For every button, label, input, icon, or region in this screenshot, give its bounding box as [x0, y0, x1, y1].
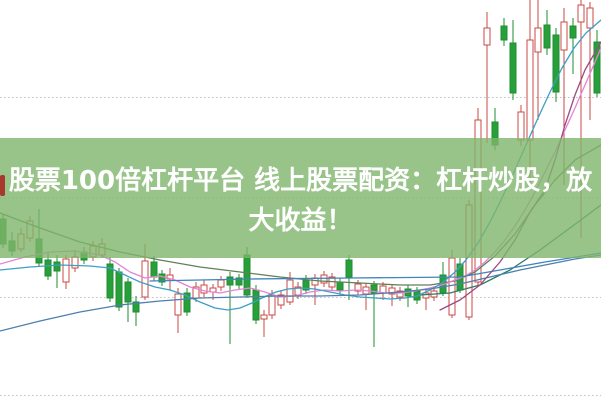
banner-line-2: 大收益！ [248, 206, 353, 236]
candle-body [217, 279, 225, 288]
candle-body [141, 260, 149, 298]
candle-body [526, 39, 534, 141]
candle-body [552, 34, 560, 93]
candle-body [388, 287, 396, 295]
candle-body [336, 281, 344, 291]
candle-body [560, 21, 568, 51]
candle-body [115, 271, 123, 308]
banner-text: 股票100倍杠杆平台 线上股票配资：杠杆炒股，放 大收益！ [0, 138, 601, 241]
candle-body [483, 27, 491, 46]
candle-body [71, 256, 79, 269]
ad-banner[interactable]: 股票100倍杠杆平台 线上股票配资：杠杆炒股，放 大收益！ [0, 138, 601, 258]
candle-body [53, 261, 61, 272]
candle-body [345, 259, 353, 278]
candle-body [174, 293, 182, 316]
candle-body [517, 111, 525, 141]
candle-body [500, 25, 508, 41]
candle-body [396, 290, 404, 298]
banner-line-1: 股票100倍杠杆平台 线上股票配资：杠杆炒股，放 [8, 166, 593, 196]
candle-body [422, 292, 430, 299]
candle-body [320, 274, 328, 284]
banner-left-accent [0, 175, 5, 196]
candle-body [106, 263, 114, 299]
candle-body [62, 258, 70, 283]
candle-body [124, 281, 132, 303]
candle-body [260, 314, 268, 320]
candle-body [132, 301, 140, 313]
candle-body [150, 261, 158, 278]
candle-body [569, 25, 577, 39]
candle-body [370, 284, 378, 294]
ma-line-steel-blue [0, 254, 601, 332]
candle-body [183, 292, 191, 313]
candle-body [277, 294, 285, 306]
candle-body [543, 24, 551, 49]
candle-body [593, 41, 601, 94]
candle-body [577, 4, 585, 23]
candle-body [200, 284, 208, 294]
candle-body [354, 283, 362, 292]
candle-body [252, 289, 260, 321]
candle-body [311, 277, 319, 286]
candle-body [509, 42, 517, 94]
ma-line-flat-blue [149, 252, 601, 282]
candle-body [586, 7, 594, 29]
candle-body [226, 276, 234, 286]
candle-body [268, 294, 276, 316]
candle-body [534, 27, 542, 53]
candle-body [286, 279, 294, 303]
candle-body [235, 277, 243, 286]
candle-body [448, 257, 456, 316]
candle-body [44, 259, 52, 277]
